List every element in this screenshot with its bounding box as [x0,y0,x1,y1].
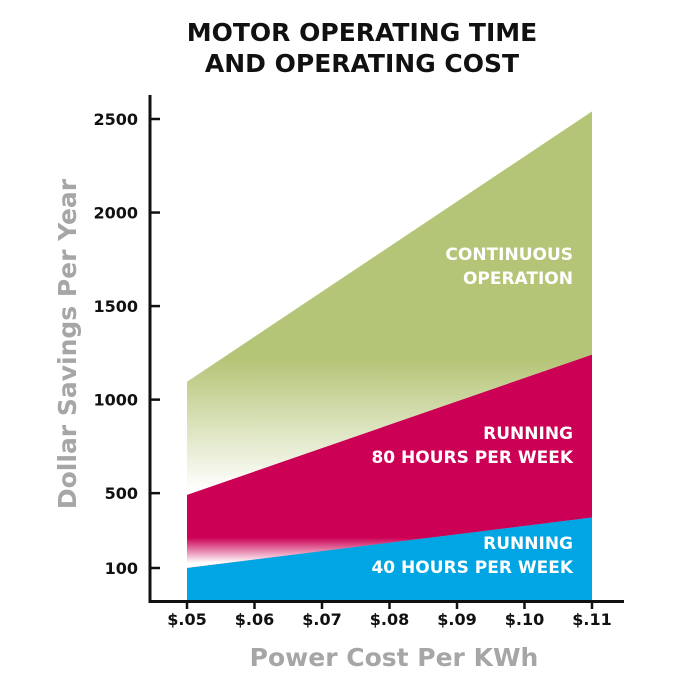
y-axis-label: Dollar Savings Per Year [53,178,82,509]
x-tick-label-2: $.07 [302,610,341,629]
label-40-hours-line-2: 40 HOURS PER WEEK [371,558,573,578]
y-axis: 100 500 1000 1500 2000 2500 [93,95,160,603]
y-tick-label-1500: 1500 [93,297,138,316]
label-80-hours-line-2: 80 HOURS PER WEEK [371,448,573,468]
x-tick-label-1: $.06 [235,610,274,629]
x-tick-label-4: $.09 [437,610,476,629]
label-continuous-line-2: OPERATION [463,269,573,289]
area-40-hours [187,517,592,601]
y-tick-label-1000: 1000 [93,391,138,410]
label-40-hours-line-1: RUNNING [483,534,573,554]
x-ticks: $.05 $.06 $.07 $.08 $.09 $.10 $.11 [167,601,612,629]
x-axis: $.05 $.06 $.07 $.08 $.09 $.10 $.11 [148,600,624,629]
y-tick-label-100: 100 [105,559,138,578]
x-tick-label-0: $.05 [167,610,206,629]
chart-title-line-1: MOTOR OPERATING TIME [187,18,538,47]
y-ticks: 100 500 1000 1500 2000 2500 [93,110,160,578]
y-tick-label-500: 500 [105,484,138,503]
x-tick-label-5: $.10 [505,610,544,629]
area-continuous-fade [187,111,592,495]
x-tick-label-6: $.11 [572,610,611,629]
y-tick-label-2000: 2000 [93,204,138,223]
label-80-hours-line-1: RUNNING [483,424,573,444]
area-80-hours [187,354,592,568]
area-80-hours-fade [187,354,592,568]
area-continuous [187,111,592,495]
y-tick-label-2500: 2500 [93,110,138,129]
area-labels: CONTINUOUS OPERATION RUNNING 80 HOURS PE… [371,245,573,578]
x-axis-label: Power Cost Per KWh [250,643,539,672]
plot-areas [187,111,592,601]
chart-title-line-2: AND OPERATING COST [205,49,519,78]
x-tick-label-3: $.08 [370,610,409,629]
label-continuous-line-1: CONTINUOUS [445,245,573,265]
